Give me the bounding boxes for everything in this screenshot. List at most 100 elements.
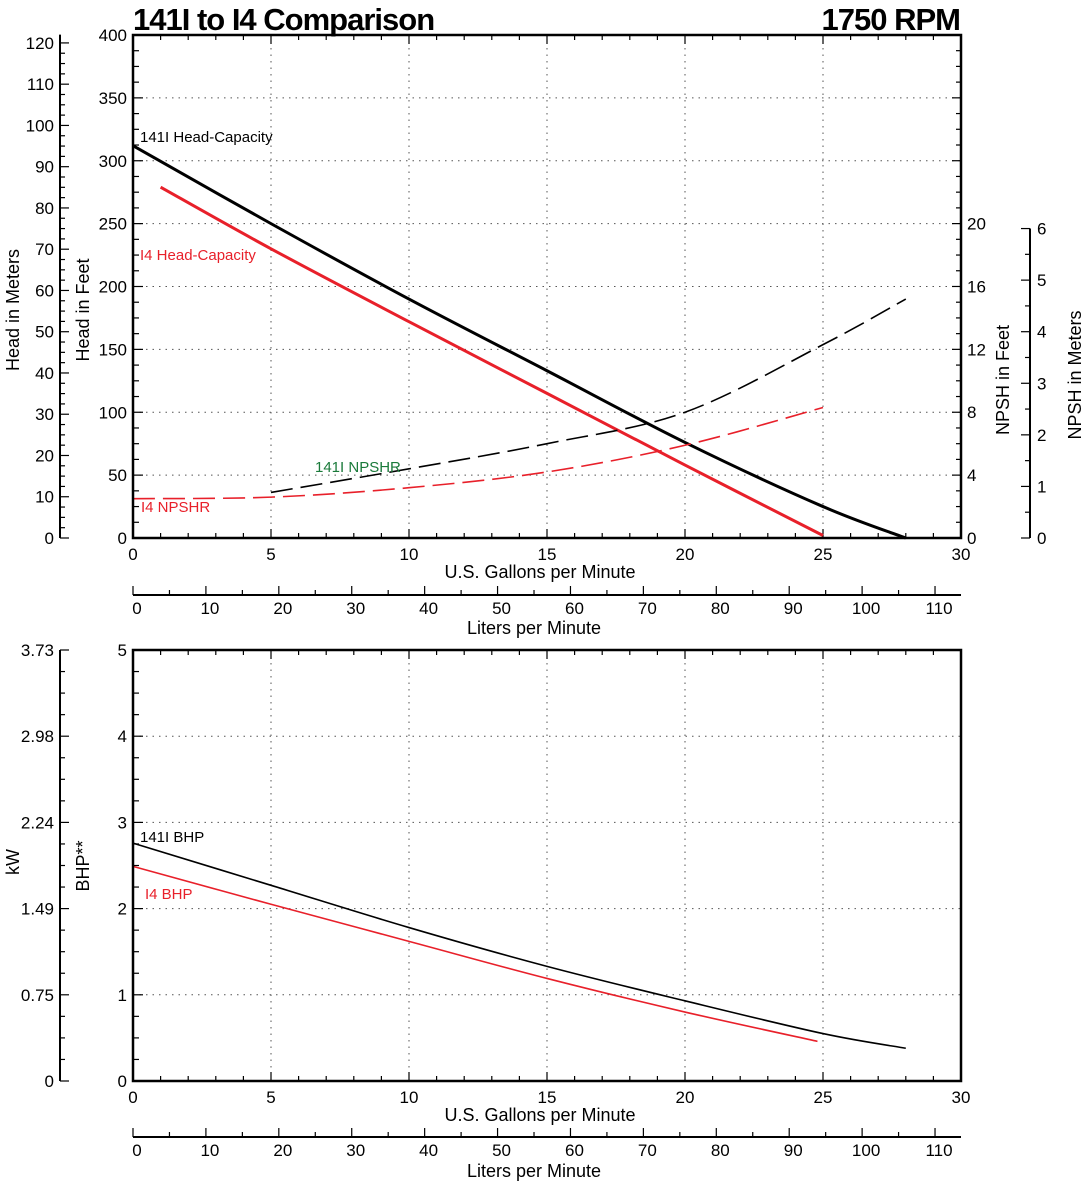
npsh-meters-tick-label: 4 (1037, 323, 1046, 342)
series-141i-npshr (270, 298, 907, 494)
kw-tick-label: 3.73 (21, 641, 54, 660)
liters-tick-label: 100 (852, 599, 880, 618)
head-feet-axis-title: Head in Feet (73, 258, 93, 361)
curve-label: I4 Head-Capacity (140, 247, 256, 264)
x-tick-label: 15 (538, 1088, 557, 1107)
series-141i-bhp (132, 842, 906, 1050)
kw-axis-title: kW (3, 849, 23, 875)
npsh-feet-tick-label: 0 (967, 529, 976, 548)
liters-tick-label: 30 (346, 1141, 365, 1160)
liters-tick-label: 80 (711, 1141, 730, 1160)
series-i4-head-capacity (159, 185, 824, 537)
x-tick-label: 20 (676, 545, 695, 564)
head-feet-tick-label: 100 (99, 403, 127, 422)
bhp-tick-label: 1 (118, 986, 127, 1005)
x-tick-label: 5 (266, 1088, 275, 1107)
head-meters-axis-title: Head in Meters (3, 249, 23, 371)
kw-tick-label: 1.49 (21, 900, 54, 919)
liters-tick-label: 50 (492, 1141, 511, 1160)
liters-tick-label: 40 (419, 1141, 438, 1160)
liters-tick-label: 40 (419, 599, 438, 618)
bhp-tick-label: 3 (118, 813, 127, 832)
head-feet-tick-label: 400 (99, 26, 127, 45)
liters-tick-label: 20 (273, 599, 292, 618)
head-meters-tick-label: 110 (27, 75, 54, 94)
plot-frame (131, 648, 963, 1083)
liters-tick-label: 30 (346, 599, 365, 618)
kw-tick-label: 2.24 (21, 813, 54, 832)
curve-label: 141I NPSHR (315, 459, 401, 476)
npsh-meters-tick-label: 2 (1037, 426, 1046, 445)
series-141i-head-capacity (132, 144, 907, 540)
curve-label: 141I BHP (140, 829, 204, 846)
curve-label: I4 NPSHR (141, 499, 210, 516)
x-tick-label: 5 (266, 545, 275, 564)
chart-title: 141I to I4 Comparison (133, 2, 434, 37)
liters-tick-label: 70 (638, 599, 657, 618)
kw-tick-label: 0.75 (21, 986, 54, 1005)
npsh-feet-tick-label: 16 (967, 277, 986, 296)
bhp-plot: 0 1 2 3 4 5 BHP** 0 0.75 1.49 2.24 2.98 3.73 kW 0 5 10 15… (3, 641, 970, 1181)
bhp-tick-label: 5 (118, 641, 127, 660)
x-tick-label: 30 (952, 545, 971, 564)
x-axis-title: U.S. Gallons per Minute (444, 1105, 635, 1125)
npsh-feet-axis-title: NPSH in Feet (993, 325, 1013, 435)
head-feet-tick-label: 250 (99, 215, 127, 234)
head-meters-tick-label: 80 (35, 199, 54, 218)
liters-tick-label: 80 (711, 599, 730, 618)
x-tick-label: 10 (400, 1088, 419, 1107)
npsh-meters-tick-label: 5 (1037, 271, 1046, 290)
head-feet-tick-label: 300 (99, 152, 127, 171)
kw-tick-label: 2.98 (21, 727, 54, 746)
x-tick-label: 0 (128, 545, 137, 564)
liters-tick-label: 50 (492, 599, 511, 618)
x-tick-label: 30 (952, 1088, 971, 1107)
kw-tick-label: 0 (45, 1072, 54, 1091)
head-feet-tick-label: 150 (99, 340, 127, 359)
liters-tick-label: 10 (200, 599, 219, 618)
head-feet-tick-label: 200 (99, 278, 127, 297)
bhp-tick-label: 4 (118, 727, 127, 746)
x-tick-label: 0 (128, 1088, 137, 1107)
head-feet-tick-label: 0 (118, 529, 127, 548)
rpm-label: 1750 RPM (822, 2, 960, 37)
head-meters-tick-label: 10 (35, 488, 54, 507)
liters-tick-label: 60 (565, 1141, 584, 1160)
npsh-meters-tick-label: 1 (1037, 477, 1046, 496)
liters-tick-label: 60 (565, 599, 584, 618)
head-meters-tick-label: 50 (35, 323, 54, 342)
curve-label: I4 BHP (145, 886, 193, 903)
liters-tick-label: 0 (132, 1141, 141, 1160)
head-meters-tick-label: 90 (35, 158, 54, 177)
liters-tick-label: 90 (784, 1141, 803, 1160)
bhp-axis-title: BHP** (73, 840, 93, 891)
npsh-meters-axis-title: NPSH in Meters (1065, 310, 1085, 439)
head-meters-tick-label: 70 (35, 240, 54, 259)
x-tick-label: 10 (400, 545, 419, 564)
bhp-tick-label: 2 (118, 900, 127, 919)
x-tick-label: 15 (538, 545, 557, 564)
bhp-tick-label: 0 (118, 1072, 127, 1091)
head-meters-tick-label: 40 (35, 364, 54, 383)
head-feet-tick-label: 350 (99, 89, 127, 108)
x-tick-label: 25 (814, 1088, 833, 1107)
x-axis-title: U.S. Gallons per Minute (444, 562, 635, 582)
head-meters-tick-label: 20 (35, 446, 54, 465)
plot-frame (131, 33, 963, 540)
liters-tick-label: 10 (200, 1141, 219, 1160)
liters-tick-label: 110 (925, 1141, 952, 1160)
liters-axis-title: Liters per Minute (467, 1161, 601, 1181)
liters-tick-label: 90 (784, 599, 803, 618)
liters-tick-label: 70 (638, 1141, 657, 1160)
curve-label: 141I Head-Capacity (140, 129, 273, 146)
head-meters-tick-label: 60 (35, 281, 54, 300)
head-meters-tick-label: 100 (26, 116, 54, 135)
liters-tick-label: 0 (132, 599, 141, 618)
npsh-meters-tick-label: 0 (1037, 529, 1046, 548)
npsh-meters-tick-label: 6 (1037, 220, 1046, 239)
head-meters-tick-label: 0 (45, 529, 54, 548)
npsh-feet-tick-label: 8 (967, 403, 976, 422)
npsh-meters-tick-label: 3 (1037, 374, 1046, 393)
